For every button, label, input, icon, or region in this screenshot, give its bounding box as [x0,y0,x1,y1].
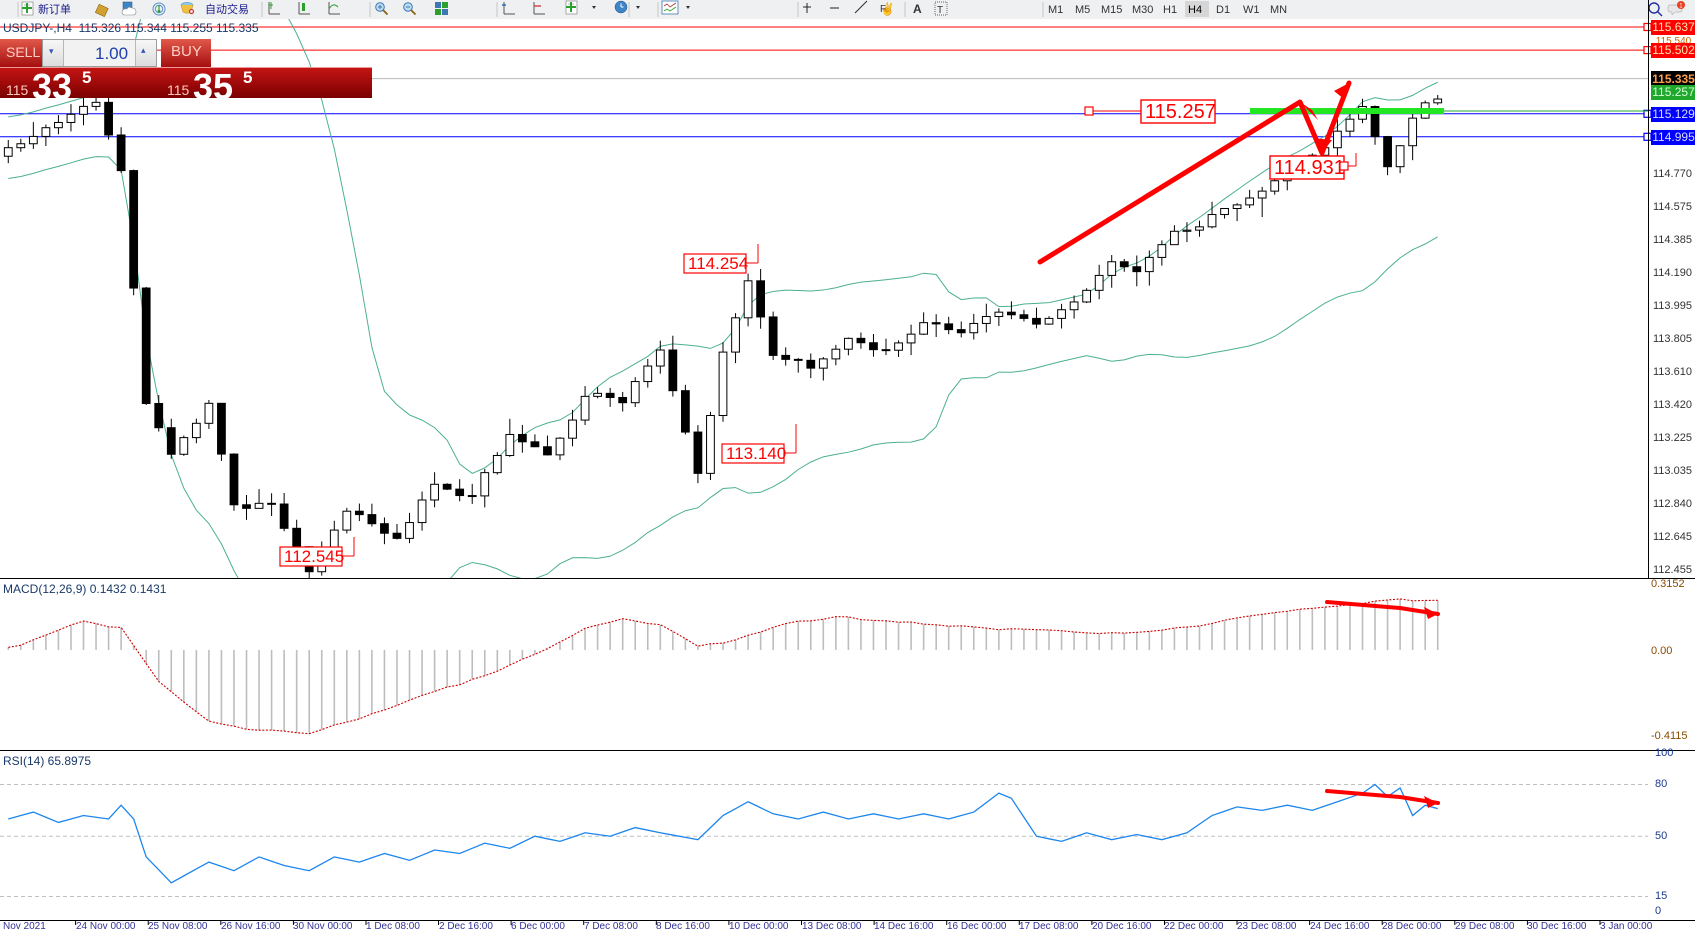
svg-text:H4: H4 [1188,4,1202,16]
svg-text:T: T [937,5,943,16]
svg-text:W1: W1 [1243,4,1260,16]
svg-text:MN: MN [1270,4,1287,16]
svg-text:115.257: 115.257 [1145,101,1216,123]
svg-text:D1: D1 [1216,4,1230,16]
svg-text:113.140: 113.140 [726,444,786,463]
svg-text:M5: M5 [1075,4,1090,16]
svg-text:112.545: 112.545 [284,547,344,566]
svg-text:A: A [913,2,922,16]
svg-text:F: F [880,4,886,15]
svg-text:M30: M30 [1132,4,1153,16]
svg-text:114.254: 114.254 [688,254,748,273]
svg-text:M1: M1 [1048,4,1063,16]
svg-text:自动交易: 自动交易 [205,2,249,16]
svg-text:114.931: 114.931 [1274,157,1345,179]
svg-text:M15: M15 [1101,4,1122,16]
svg-text:新订单: 新订单 [38,2,71,16]
svg-text:H1: H1 [1163,4,1177,16]
